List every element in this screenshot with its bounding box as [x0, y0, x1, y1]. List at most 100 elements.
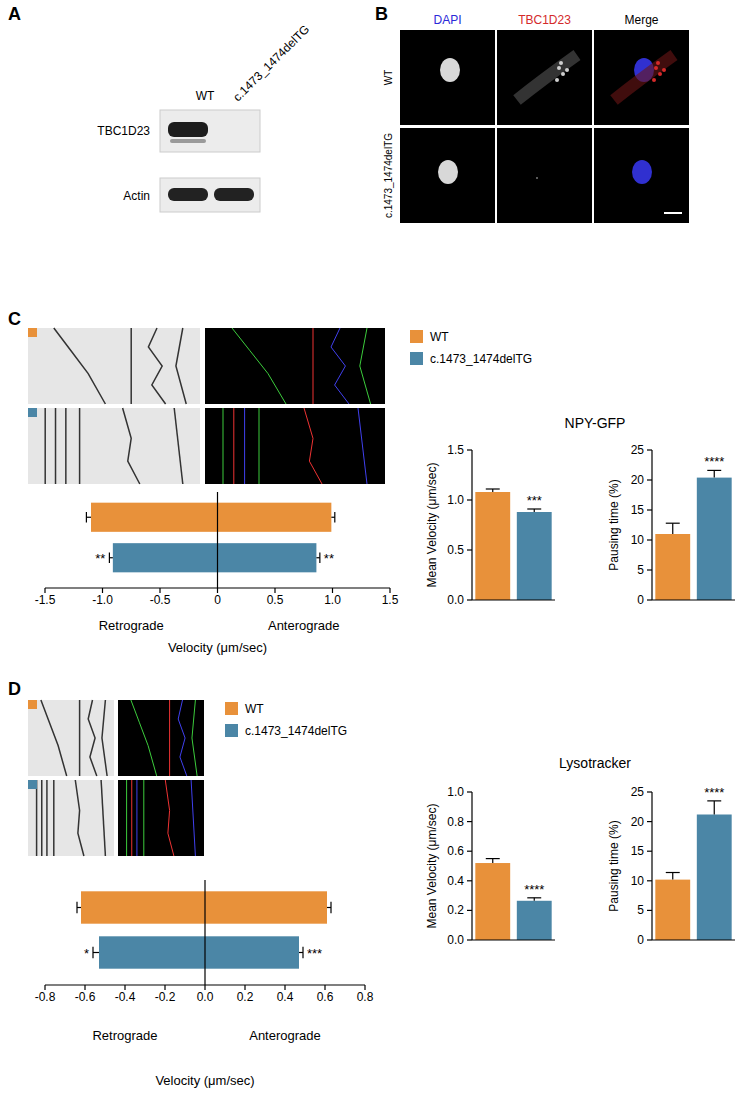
trace-track	[304, 408, 322, 484]
golgi-spot	[555, 78, 559, 82]
blot	[160, 110, 260, 152]
x-tick-label: 0.6	[317, 990, 334, 1004]
error-line	[672, 523, 673, 534]
significance: ****	[704, 454, 724, 469]
trace-track	[313, 328, 314, 404]
bar	[205, 891, 327, 923]
lane-label: WT	[196, 89, 215, 103]
error-bar	[527, 509, 541, 512]
y-tick	[647, 479, 652, 480]
legend-label: WT	[245, 702, 264, 716]
x-tick-label: 1.5	[382, 593, 399, 607]
trace-track	[165, 780, 174, 856]
x-tick-label: 0	[214, 593, 221, 607]
error-cap	[76, 902, 77, 914]
kymograph-track	[176, 328, 186, 404]
y-tick-label: 0.8	[447, 815, 464, 829]
kymograph-track	[101, 780, 105, 856]
trace-track	[131, 780, 132, 856]
x-axis	[652, 939, 735, 940]
condition-tag	[28, 408, 37, 417]
error-cap	[109, 553, 110, 563]
error-bar	[77, 902, 81, 914]
trace-track	[191, 780, 195, 856]
golgi-spot	[662, 68, 666, 72]
figure: AWTc.1473_1474delTGTBC1D23ActinBDAPITBC1…	[0, 0, 743, 1114]
bar	[91, 503, 218, 532]
zero-line	[204, 880, 205, 985]
x-tick-label: -1.5	[35, 593, 56, 607]
blot-band	[168, 188, 208, 201]
kymograph-track	[53, 780, 55, 856]
y-tick	[467, 910, 472, 911]
x-axis-title: Velocity (μm/sec)	[168, 640, 267, 655]
error-bar	[86, 512, 91, 522]
y-axis-title: Pausing time (%)	[607, 479, 621, 570]
error-line	[714, 801, 715, 815]
y-tick	[647, 539, 652, 540]
y-tick-label: 10	[631, 874, 645, 888]
condition-tag	[28, 780, 37, 789]
y-tick-label: 0.6	[447, 844, 464, 858]
bar	[697, 814, 732, 940]
category-label: Retrograde	[99, 618, 164, 633]
kymograph-track	[79, 408, 81, 484]
error-bar	[527, 898, 541, 901]
x-tick-label: -0.8	[35, 990, 56, 1004]
significance: ****	[704, 785, 724, 800]
significance: ***	[527, 493, 542, 508]
plot-area	[86, 503, 334, 573]
bar	[218, 543, 317, 572]
y-tick-label: 20	[631, 473, 645, 487]
error-cap	[707, 470, 721, 471]
y-tick-label: 20	[631, 815, 645, 829]
trace-track	[192, 700, 197, 776]
category-label: Anterograde	[249, 1028, 321, 1043]
trace-track	[358, 408, 367, 484]
kymograph-track	[88, 700, 97, 776]
y-tick-label: 25	[631, 443, 645, 457]
error-bar	[486, 489, 500, 492]
x-axis	[472, 939, 555, 940]
y-tick	[647, 821, 652, 822]
x-axis-title: Velocity (μm/sec)	[155, 1073, 254, 1088]
y-tick-label: 0.5	[447, 543, 464, 557]
error-cap	[666, 872, 680, 873]
y-tick	[467, 599, 472, 600]
trace-track	[136, 780, 137, 856]
significance: *	[84, 946, 89, 961]
micrograph	[497, 128, 592, 223]
background	[0, 0, 743, 1114]
error-bar	[331, 512, 334, 522]
golgi-spot	[559, 61, 563, 65]
scale-bar	[664, 212, 682, 214]
y-tick	[647, 939, 652, 940]
cell-body	[614, 55, 674, 100]
legend-swatch	[410, 352, 423, 365]
y-tick-label: 5	[637, 903, 644, 917]
y-tick-label: 0.0	[447, 593, 464, 607]
plot-area	[475, 489, 551, 600]
trace-track	[232, 328, 286, 404]
bar	[517, 901, 552, 940]
x-tick-label: -0.5	[150, 593, 171, 607]
kymograph-track	[46, 780, 48, 856]
y-tick	[647, 851, 652, 852]
y-axis-title: Pausing time (%)	[607, 820, 621, 911]
significance: ***	[307, 946, 322, 961]
golgi-spot	[654, 66, 658, 70]
y-tick-label: 0.2	[447, 903, 464, 917]
condition-tag	[28, 328, 37, 337]
trace-track	[331, 328, 349, 404]
nucleus	[632, 160, 652, 184]
category-label: Retrograde	[92, 1028, 157, 1043]
bar	[81, 891, 205, 923]
panel-label: A	[8, 4, 21, 24]
bar	[655, 880, 690, 940]
error-cap	[86, 512, 87, 522]
band-label: Actin	[123, 189, 150, 203]
kymograph	[28, 328, 200, 404]
channel-label: DAPI	[433, 13, 461, 27]
error-cap	[330, 902, 331, 914]
y-axis-title: Mean Velocity (μm/sec)	[425, 463, 439, 588]
